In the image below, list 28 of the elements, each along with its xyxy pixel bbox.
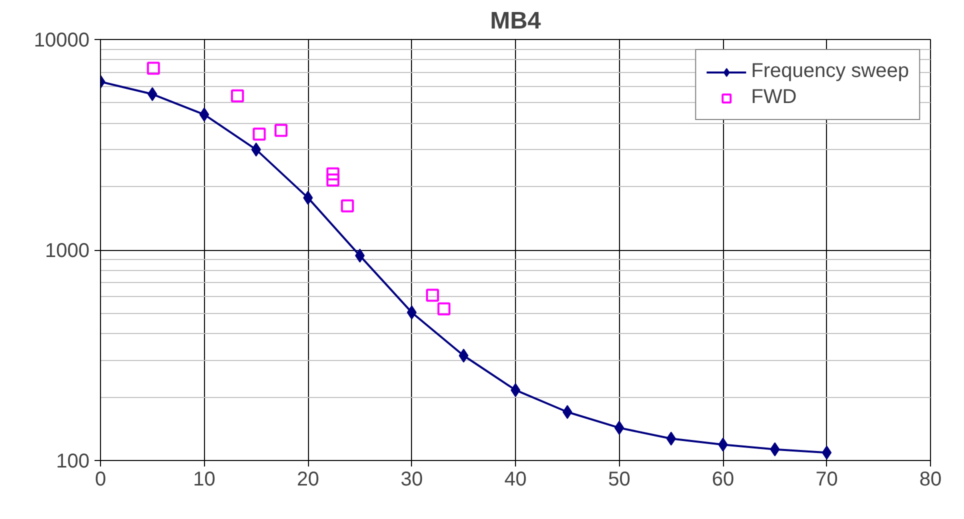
point [146,62,160,75]
point [252,128,266,141]
x-tick-label: 0 [94,468,106,490]
point [437,302,450,316]
point [426,288,439,302]
point [406,305,417,320]
chart-title: MB4 [490,8,542,34]
x-tick-label: 80 [919,468,942,490]
y-tick-label: 1000 [45,240,90,262]
y-tick-label: 10000 [34,30,90,52]
point [274,124,288,137]
point [326,174,340,187]
y-tick-label: 100 [56,450,90,472]
point [614,420,624,435]
x-tick-label: 50 [608,468,630,490]
x-tick-label: 20 [296,468,320,490]
x-tick-label: 70 [816,468,838,490]
x-tick-label: 30 [400,468,423,490]
legend-label: Frequency sweep [751,60,909,83]
point [822,446,832,460]
point [230,89,244,102]
point [199,108,210,122]
legend-label: FWD [751,86,797,109]
x-tick-label: 40 [504,468,527,490]
point [340,199,354,212]
x-tick-label: 60 [712,468,734,490]
point [326,167,340,180]
x-tick-label: 10 [193,468,216,490]
